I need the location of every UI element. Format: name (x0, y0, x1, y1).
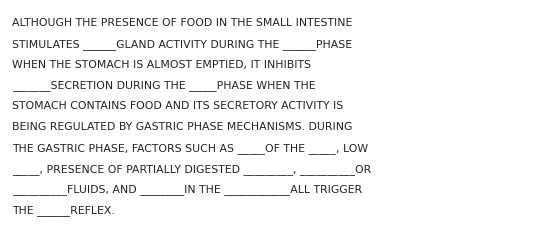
Text: WHEN THE STOMACH IS ALMOST EMPTIED, IT INHIBITS: WHEN THE STOMACH IS ALMOST EMPTIED, IT I… (12, 59, 311, 69)
Text: THE ______REFLEX.: THE ______REFLEX. (12, 204, 115, 215)
Text: _______SECRETION DURING THE _____PHASE WHEN THE: _______SECRETION DURING THE _____PHASE W… (12, 80, 316, 91)
Text: BEING REGULATED BY GASTRIC PHASE MECHANISMS. DURING: BEING REGULATED BY GASTRIC PHASE MECHANI… (12, 122, 352, 132)
Text: THE GASTRIC PHASE, FACTORS SUCH AS _____OF THE _____, LOW: THE GASTRIC PHASE, FACTORS SUCH AS _____… (12, 142, 368, 153)
Text: ALTHOUGH THE PRESENCE OF FOOD IN THE SMALL INTESTINE: ALTHOUGH THE PRESENCE OF FOOD IN THE SMA… (12, 18, 352, 28)
Text: STIMULATES ______GLAND ACTIVITY DURING THE ______PHASE: STIMULATES ______GLAND ACTIVITY DURING T… (12, 39, 352, 50)
Text: __________FLUIDS, AND ________IN THE ____________ALL TRIGGER: __________FLUIDS, AND ________IN THE ___… (12, 184, 362, 194)
Text: _____, PRESENCE OF PARTIALLY DIGESTED _________, __________OR: _____, PRESENCE OF PARTIALLY DIGESTED __… (12, 163, 371, 174)
Text: STOMACH CONTAINS FOOD AND ITS SECRETORY ACTIVITY IS: STOMACH CONTAINS FOOD AND ITS SECRETORY … (12, 101, 343, 111)
